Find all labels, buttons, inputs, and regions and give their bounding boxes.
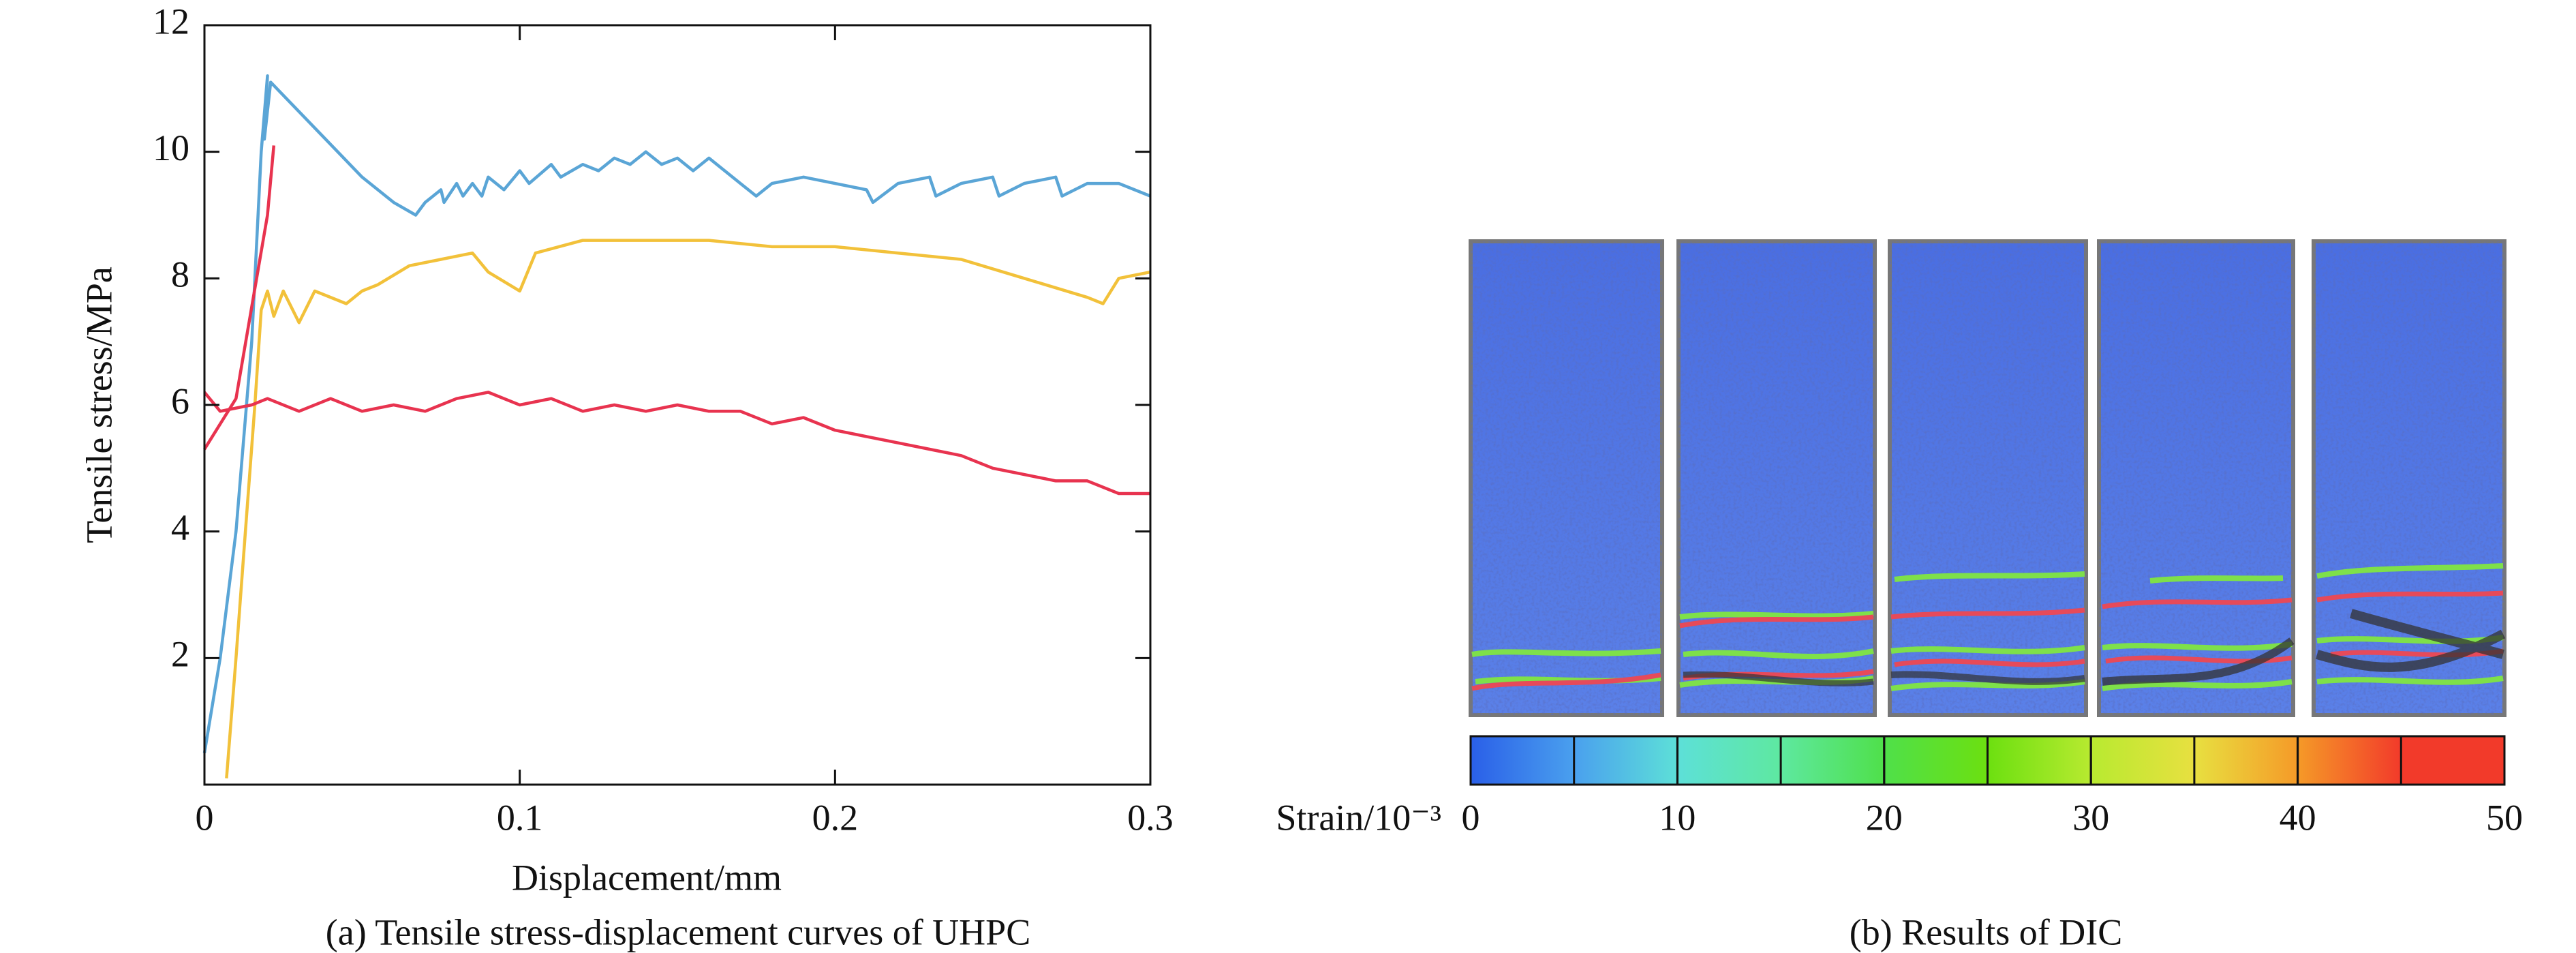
colorbar-tick-label: 20: [1866, 797, 1903, 838]
colorbar-tick-label: 50: [2486, 797, 2523, 838]
y-axis-label: Tensile stress/MPa: [78, 267, 119, 543]
colorbar-segment: [2297, 736, 2402, 785]
data-line: [203, 145, 1150, 496]
x-tick-label: 0: [196, 797, 214, 838]
y-tick-label: 6: [171, 380, 189, 421]
data-line: [202, 74, 1151, 753]
x-axis-label: Displacement/mm: [512, 857, 782, 898]
y-tick-label: 8: [171, 254, 189, 295]
specimen: [2097, 239, 2295, 717]
colorbar-segment: [2194, 736, 2299, 785]
colorbar-tick-label: 30: [2072, 797, 2109, 838]
specimen: [1888, 239, 2088, 717]
x-tick-label: 0.1: [497, 797, 543, 838]
colorbar-segment: [1574, 736, 1678, 785]
colorbar-segment: [1884, 736, 1988, 785]
colorbar-segment: [1987, 736, 2091, 785]
y-tick-label: 10: [153, 127, 189, 168]
dic-images: [1469, 239, 2506, 717]
caption: (b) Results of DIC: [1850, 911, 2122, 952]
colorbar-tick-label: 40: [2280, 797, 2316, 838]
colorbar-tick-label: 0: [1462, 797, 1480, 838]
x-tick-label: 0.3: [1127, 797, 1174, 838]
colorbar-segment: [2401, 736, 2505, 785]
colorbar-label: Strain/10⁻³: [1276, 797, 1441, 838]
specimen: [2312, 239, 2506, 717]
y-tick-label: 4: [171, 507, 189, 548]
x-tick-label: 0.2: [812, 797, 859, 838]
caption: (a) Tensile stress-displacement curves o…: [326, 911, 1030, 952]
specimen: [1469, 239, 1664, 717]
colorbar-segment: [1781, 736, 1885, 785]
colorbar-segment: [2091, 736, 2195, 785]
y-tick-label: 12: [153, 1, 189, 42]
y-tick-label: 2: [171, 634, 189, 675]
specimen: [1676, 239, 1877, 717]
colorbar-tick-label: 10: [1659, 797, 1696, 838]
colorbar-segment: [1677, 736, 1781, 785]
data-line: [225, 239, 1151, 778]
colorbar-segment: [1471, 736, 1575, 785]
